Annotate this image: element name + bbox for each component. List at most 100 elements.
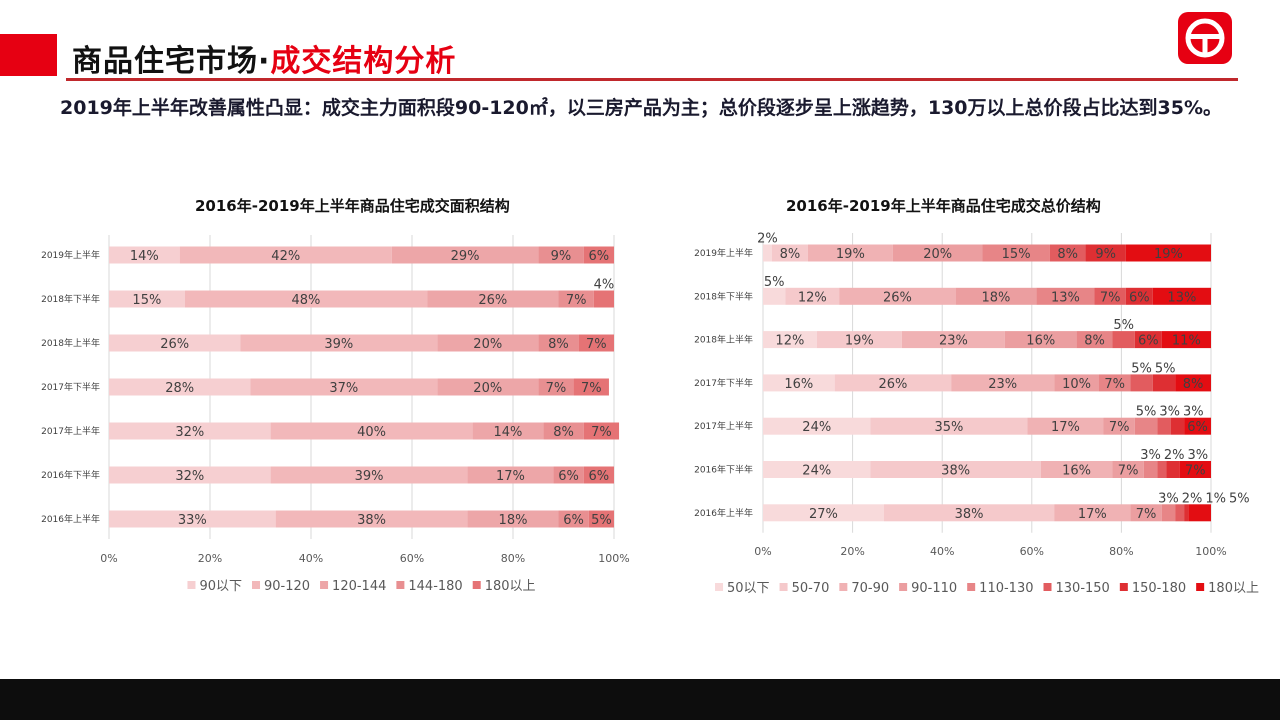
data-label: 16% — [1026, 334, 1055, 349]
data-label: 23% — [988, 377, 1017, 392]
data-label: 38% — [955, 507, 984, 522]
data-label: 7% — [591, 425, 612, 440]
data-label: 5% — [1229, 491, 1250, 506]
bar-segment — [870, 417, 1028, 435]
bar-segment — [558, 290, 594, 308]
x-tick-label: 100% — [598, 552, 629, 565]
data-label: 7% — [566, 293, 587, 308]
data-label: 6% — [563, 513, 584, 528]
data-label: 3% — [1140, 448, 1161, 463]
data-label: 6% — [1138, 334, 1159, 349]
data-label: 33% — [178, 513, 207, 528]
bar-segment — [763, 244, 772, 262]
legend-label: 70-90 — [851, 581, 889, 596]
bar-segment — [763, 331, 817, 349]
bar-segment — [593, 290, 614, 308]
data-label: 13% — [1051, 290, 1080, 305]
bar-segment — [763, 374, 835, 392]
data-label: 20% — [923, 247, 952, 262]
bar-segment — [1099, 374, 1131, 392]
header-accent-block — [0, 34, 57, 76]
bar-segment — [437, 378, 539, 396]
bar-segment — [538, 334, 579, 352]
legend-swatch — [1196, 583, 1205, 591]
bar-segment — [1175, 374, 1211, 392]
legend-label: 180以上 — [1208, 581, 1259, 596]
bar-segment — [538, 246, 584, 264]
bar-segment — [834, 374, 952, 392]
data-label: 7% — [1104, 377, 1125, 392]
bar-segment — [467, 466, 554, 484]
data-label: 1% — [1205, 491, 1226, 506]
data-label: 26% — [478, 293, 507, 308]
bar-segment — [538, 378, 574, 396]
bar-segment — [583, 466, 614, 484]
bar-segment — [1054, 504, 1131, 522]
bar-segment — [785, 287, 840, 305]
data-label: 2% — [757, 232, 778, 247]
G-logo-icon — [1178, 12, 1232, 64]
data-label: 3% — [1158, 491, 1179, 506]
bar-segment — [1134, 417, 1158, 435]
bar-segment — [955, 287, 1037, 305]
data-label: 9% — [551, 249, 572, 264]
data-label: 5% — [1113, 318, 1134, 333]
data-label: 17% — [1051, 420, 1080, 435]
x-tick-label: 40% — [930, 545, 954, 558]
page-title: 商品住宅市场·成交结构分析 — [72, 36, 456, 80]
legend-label: 90以下 — [199, 579, 242, 594]
data-label: 42% — [271, 249, 300, 264]
legend-swatch — [320, 581, 329, 589]
bar-segment — [578, 334, 614, 352]
data-label: 7% — [586, 337, 607, 352]
legend-swatch — [899, 583, 908, 591]
bar-segment — [179, 246, 392, 264]
data-label: 7% — [1136, 507, 1157, 522]
x-tick-label: 80% — [501, 552, 525, 565]
data-label: 6% — [558, 469, 579, 484]
data-label: 7% — [1118, 464, 1139, 479]
bar-segment — [1125, 244, 1211, 262]
bar-segment — [109, 510, 276, 528]
data-label: 3% — [1183, 405, 1204, 420]
legend-swatch — [1119, 583, 1128, 591]
legend-label: 50以下 — [727, 581, 770, 596]
data-label: 24% — [802, 464, 831, 479]
bar-segment — [1161, 504, 1176, 522]
category-label: 2017年上半年 — [694, 420, 753, 432]
data-label: 5% — [1136, 405, 1157, 420]
bar-segment — [870, 461, 1041, 478]
bar-segment — [240, 334, 438, 352]
bar-segment — [250, 378, 438, 396]
bar-segment — [1157, 417, 1171, 435]
bar-segment — [763, 504, 884, 522]
data-label: 14% — [493, 425, 522, 440]
bar-segment — [1027, 417, 1104, 435]
bar-segment — [892, 244, 983, 262]
data-label: 6% — [589, 249, 610, 264]
data-label: 5% — [764, 275, 785, 290]
category-label: 2016年上半年 — [694, 507, 753, 519]
bar-segment — [1161, 331, 1211, 349]
bar-segment — [109, 290, 185, 308]
category-label: 2016年下半年 — [694, 464, 753, 476]
data-label: 7% — [1185, 464, 1206, 479]
category-label: 2018年下半年 — [41, 293, 100, 305]
bar-segment — [1188, 504, 1211, 522]
legend-swatch — [779, 583, 788, 591]
x-tick-label: 80% — [1109, 545, 1133, 558]
category-label: 2018年上半年 — [694, 334, 753, 346]
legend-label: 110-130 — [979, 581, 1033, 596]
legend-label: 120-144 — [332, 579, 386, 594]
bar-segment — [1157, 461, 1167, 478]
legend-swatch — [472, 581, 481, 589]
bar-segment — [1130, 374, 1153, 392]
bar-segment — [270, 466, 468, 484]
data-label: 20% — [473, 381, 502, 396]
chart-title-area: 2016年-2019年上半年商品住宅成交面积结构 — [195, 197, 510, 215]
data-label: 18% — [499, 513, 528, 528]
data-label: 17% — [1078, 507, 1107, 522]
bar-segment — [901, 331, 1005, 349]
legend-label: 180以上 — [485, 579, 536, 594]
